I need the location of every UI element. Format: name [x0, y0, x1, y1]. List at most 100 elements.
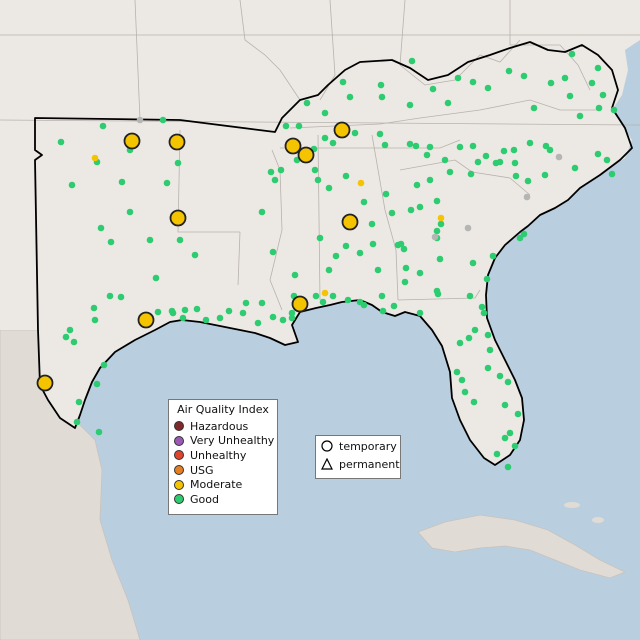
station-good-marker[interactable] — [408, 57, 416, 65]
station-good-marker[interactable] — [269, 313, 277, 321]
station-good-marker[interactable] — [524, 177, 532, 185]
station-good-marker[interactable] — [504, 463, 512, 471]
station-good-marker[interactable] — [541, 171, 549, 179]
station-good-marker[interactable] — [506, 429, 514, 437]
station-good-marker[interactable] — [202, 316, 210, 324]
station-good-marker[interactable] — [325, 266, 333, 274]
station-good-marker[interactable] — [610, 106, 618, 114]
station-good-marker[interactable] — [595, 104, 603, 112]
station-good-marker[interactable] — [377, 81, 385, 89]
station-good-marker[interactable] — [568, 50, 576, 58]
station-good-marker[interactable] — [321, 134, 329, 142]
station-good-marker[interactable] — [547, 79, 555, 87]
station-good-marker[interactable] — [489, 252, 497, 260]
station-good-marker[interactable] — [325, 184, 333, 192]
station-good-marker[interactable] — [332, 252, 340, 260]
station-good-marker[interactable] — [176, 236, 184, 244]
station-moderate-temporary-marker[interactable] — [291, 295, 309, 313]
station-good-marker[interactable] — [379, 307, 387, 315]
station-good-marker[interactable] — [329, 139, 337, 147]
station-good-marker[interactable] — [416, 203, 424, 211]
station-good-marker[interactable] — [501, 401, 509, 409]
station-good-marker[interactable] — [470, 398, 478, 406]
station-good-marker[interactable] — [181, 306, 189, 314]
station-good-marker[interactable] — [471, 326, 479, 334]
station-good-marker[interactable] — [467, 170, 475, 178]
station-good-marker[interactable] — [453, 368, 461, 376]
station-good-marker[interactable] — [511, 159, 519, 167]
station-good-marker[interactable] — [576, 112, 584, 120]
station-good-marker[interactable] — [342, 242, 350, 250]
station-moderate-marker[interactable] — [91, 154, 99, 162]
station-good-marker[interactable] — [483, 275, 491, 283]
station-good-marker[interactable] — [93, 380, 101, 388]
station-good-marker[interactable] — [70, 338, 78, 346]
station-good-marker[interactable] — [346, 93, 354, 101]
station-good-marker[interactable] — [480, 309, 488, 317]
station-good-marker[interactable] — [106, 292, 114, 300]
station-good-marker[interactable] — [242, 299, 250, 307]
station-good-marker[interactable] — [316, 234, 324, 242]
station-good-marker[interactable] — [436, 255, 444, 263]
station-moderate-temporary-marker[interactable] — [123, 132, 141, 150]
station-good-marker[interactable] — [91, 316, 99, 324]
station-nodata-marker[interactable] — [431, 233, 439, 241]
station-good-marker[interactable] — [360, 301, 368, 309]
station-good-marker[interactable] — [400, 245, 408, 253]
station-nodata-marker[interactable] — [523, 193, 531, 201]
station-good-marker[interactable] — [279, 316, 287, 324]
station-good-marker[interactable] — [520, 230, 528, 238]
station-good-marker[interactable] — [376, 130, 384, 138]
station-moderate-temporary-marker[interactable] — [297, 146, 315, 164]
station-good-marker[interactable] — [510, 146, 518, 154]
station-good-marker[interactable] — [469, 78, 477, 86]
station-good-marker[interactable] — [504, 378, 512, 386]
station-good-marker[interactable] — [401, 278, 409, 286]
station-moderate-temporary-marker[interactable] — [169, 209, 187, 227]
station-good-marker[interactable] — [397, 240, 405, 248]
station-good-marker[interactable] — [382, 190, 390, 198]
station-good-marker[interactable] — [588, 79, 596, 87]
station-good-marker[interactable] — [374, 266, 382, 274]
station-good-marker[interactable] — [566, 92, 574, 100]
station-good-marker[interactable] — [216, 314, 224, 322]
station-good-marker[interactable] — [179, 314, 187, 322]
station-good-marker[interactable] — [433, 287, 441, 295]
station-good-marker[interactable] — [381, 141, 389, 149]
station-moderate-temporary-marker[interactable] — [137, 311, 155, 329]
station-good-marker[interactable] — [378, 93, 386, 101]
station-good-marker[interactable] — [152, 274, 160, 282]
station-good-marker[interactable] — [117, 293, 125, 301]
station-good-marker[interactable] — [571, 164, 579, 172]
station-good-marker[interactable] — [99, 122, 107, 130]
station-good-marker[interactable] — [344, 296, 352, 304]
station-good-marker[interactable] — [461, 388, 469, 396]
station-good-marker[interactable] — [356, 249, 364, 257]
station-good-marker[interactable] — [416, 309, 424, 317]
station-moderate-temporary-marker[interactable] — [168, 133, 186, 151]
station-good-marker[interactable] — [454, 74, 462, 82]
station-good-marker[interactable] — [368, 220, 376, 228]
station-good-marker[interactable] — [546, 146, 554, 154]
station-good-marker[interactable] — [57, 138, 65, 146]
station-good-marker[interactable] — [406, 101, 414, 109]
station-good-marker[interactable] — [258, 208, 266, 216]
station-good-marker[interactable] — [126, 208, 134, 216]
station-good-marker[interactable] — [225, 307, 233, 315]
station-good-marker[interactable] — [496, 372, 504, 380]
station-good-marker[interactable] — [478, 303, 486, 311]
station-good-marker[interactable] — [169, 309, 177, 317]
station-good-marker[interactable] — [329, 292, 337, 300]
station-good-marker[interactable] — [75, 398, 83, 406]
station-good-marker[interactable] — [433, 227, 441, 235]
station-good-marker[interactable] — [191, 251, 199, 259]
station-good-marker[interactable] — [390, 302, 398, 310]
station-good-marker[interactable] — [66, 326, 74, 334]
station-good-marker[interactable] — [603, 156, 611, 164]
station-good-marker[interactable] — [295, 122, 303, 130]
station-good-marker[interactable] — [312, 292, 320, 300]
station-good-marker[interactable] — [351, 129, 359, 137]
station-good-marker[interactable] — [484, 364, 492, 372]
station-good-marker[interactable] — [484, 84, 492, 92]
